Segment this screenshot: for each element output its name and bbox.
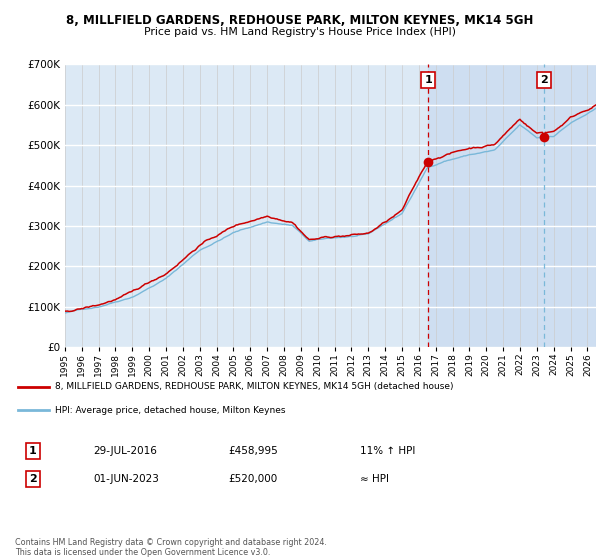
Bar: [428, 64, 596, 347]
Text: £520,000: £520,000: [228, 474, 277, 484]
Text: 01-JUN-2023: 01-JUN-2023: [93, 474, 159, 484]
Text: Contains HM Land Registry data © Crown copyright and database right 2024.
This d: Contains HM Land Registry data © Crown c…: [15, 538, 327, 557]
Text: Price paid vs. HM Land Registry's House Price Index (HPI): Price paid vs. HM Land Registry's House …: [144, 27, 456, 37]
Text: HPI: Average price, detached house, Milton Keynes: HPI: Average price, detached house, Milt…: [55, 405, 286, 415]
Text: ≈ HPI: ≈ HPI: [360, 474, 389, 484]
Text: 8, MILLFIELD GARDENS, REDHOUSE PARK, MILTON KEYNES, MK14 5GH (detached house): 8, MILLFIELD GARDENS, REDHOUSE PARK, MIL…: [55, 382, 454, 391]
Text: 8, MILLFIELD GARDENS, REDHOUSE PARK, MILTON KEYNES, MK14 5GH: 8, MILLFIELD GARDENS, REDHOUSE PARK, MIL…: [67, 14, 533, 27]
Text: 1: 1: [29, 446, 37, 456]
Text: 1: 1: [425, 75, 432, 85]
Text: 11% ↑ HPI: 11% ↑ HPI: [360, 446, 415, 456]
Text: 2: 2: [29, 474, 37, 484]
Text: £458,995: £458,995: [228, 446, 278, 456]
Text: 2: 2: [540, 75, 548, 85]
Text: 29-JUL-2016: 29-JUL-2016: [93, 446, 157, 456]
